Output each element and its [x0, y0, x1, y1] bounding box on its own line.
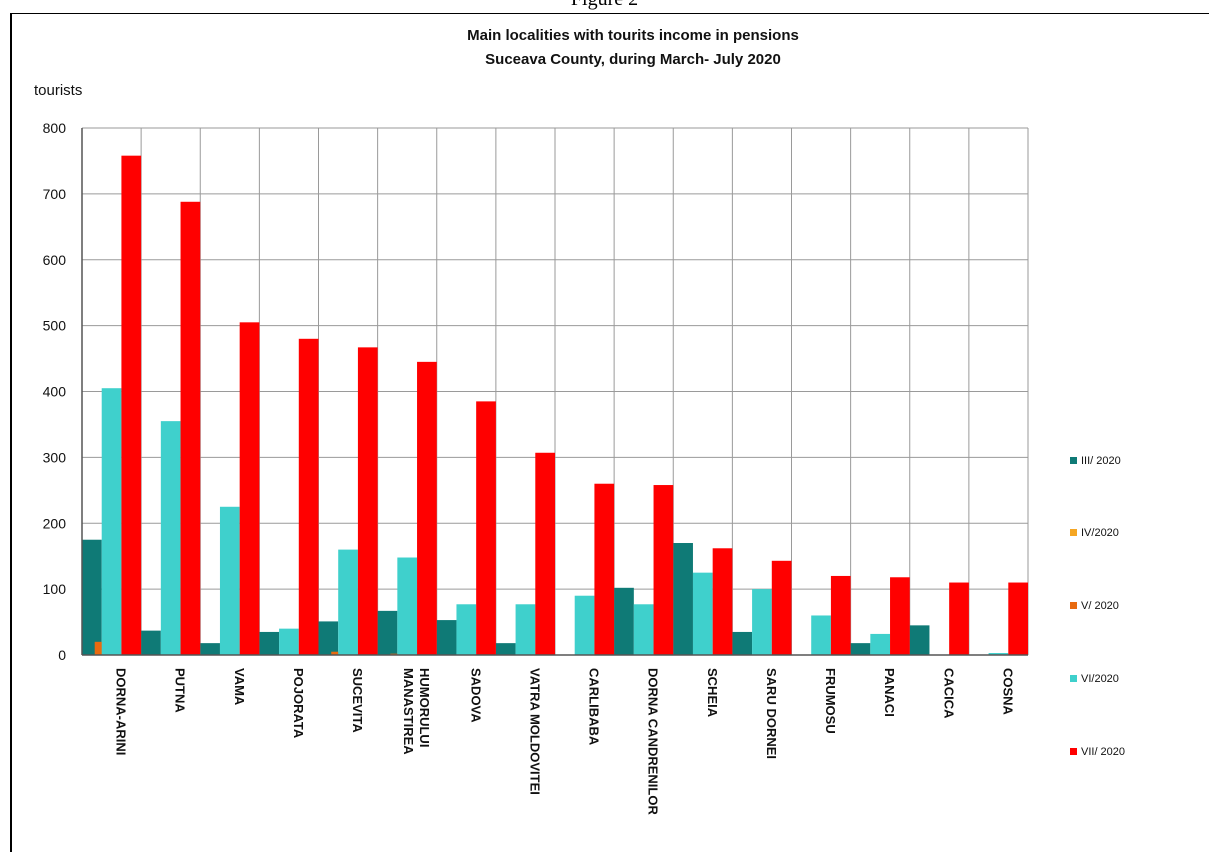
- bar-vi2020-12: [811, 615, 831, 655]
- bar-iii2020-11: [732, 631, 753, 655]
- bars: [82, 155, 1028, 656]
- bar-vi2020-11: [752, 589, 772, 655]
- x-tick-label: VATRA MOLDOVITEI: [527, 668, 542, 795]
- x-tick-label: POJORATA: [291, 668, 306, 739]
- legend-swatch: [1070, 675, 1077, 682]
- bar-vii2020-9: [653, 485, 674, 655]
- x-tick-label: SARU DORNEI: [764, 668, 779, 759]
- bar-vii2020-12: [830, 575, 851, 655]
- legend-swatch: [1070, 602, 1077, 609]
- x-tick-label: CACICA: [941, 668, 956, 719]
- bar-vi2020-5: [397, 557, 418, 655]
- bar-vii2020-3: [298, 338, 319, 655]
- y-tick-label: 600: [43, 252, 67, 268]
- x-tick-label: PUTNA: [173, 668, 188, 713]
- figure-caption: Figure 2: [0, 0, 1209, 11]
- x-tick-label: VAMA: [232, 668, 247, 706]
- x-tick-label: FRUMOSU: [823, 668, 838, 734]
- legend-label: VII/ 2020: [1081, 746, 1125, 758]
- bar-vii2020-6: [476, 401, 496, 655]
- legend-label: VI/2020: [1081, 673, 1119, 685]
- bar-vii2020-4: [357, 347, 378, 655]
- chart-title-line2: Suceava County, during March- July 2020: [485, 51, 781, 68]
- x-tick-label: SADOVA: [468, 668, 483, 723]
- legend-label: III/ 2020: [1081, 455, 1121, 467]
- bar-iii2020-7: [495, 643, 516, 655]
- bar-vii2020-5: [417, 361, 437, 655]
- y-tick-label: 800: [43, 120, 67, 136]
- x-tick-label: SUCEVITA: [350, 668, 365, 733]
- bar-iii2020-14: [909, 625, 930, 655]
- bar-vi2020-15: [988, 653, 1009, 655]
- axes: [81, 128, 1028, 656]
- bar-vi2020-10: [692, 572, 713, 655]
- bar-vi2020-3: [279, 628, 299, 655]
- bar-vii2020-10: [712, 548, 733, 655]
- figure-frame: [10, 13, 1209, 852]
- legend-label: V/ 2020: [1081, 600, 1119, 612]
- x-tick-label: MANASTIREA: [401, 668, 416, 755]
- bar-vi2020-9: [633, 604, 654, 655]
- y-ticks: 0 100 200 300 400 500 600 700 800: [43, 120, 67, 663]
- bar-iii2020-13: [850, 643, 871, 655]
- bar-vi2020-1: [160, 421, 181, 655]
- bar-iii2020-9: [614, 587, 634, 655]
- bar-vii2020-8: [594, 483, 615, 655]
- bar-v2020-4: [331, 651, 340, 655]
- x-tick-label: CARLIBABA: [587, 668, 602, 746]
- bar-vi2020-7: [515, 604, 536, 655]
- bar-iii2020-4: [318, 621, 339, 655]
- legend-swatch: [1070, 529, 1077, 536]
- y-tick-label: 400: [43, 384, 67, 400]
- bar-iii2020-3: [259, 631, 280, 655]
- bar-iii2020-1: [141, 630, 161, 655]
- x-tick-label: DORNA-ARINI: [114, 668, 129, 755]
- bar-vii2020-14: [949, 582, 969, 655]
- bar-vi2020-13: [870, 633, 891, 655]
- legend-swatch: [1070, 457, 1077, 464]
- x-tick-label: COSNA: [1000, 668, 1015, 716]
- y-tick-label: 700: [43, 186, 67, 202]
- legend-swatch: [1070, 748, 1077, 755]
- bar-vi2020-4: [338, 549, 358, 655]
- bar-vii2020-15: [1008, 582, 1028, 655]
- bar-v2020-0: [94, 641, 103, 655]
- bar-vi2020-6: [456, 604, 477, 655]
- bar-iii2020-10: [673, 543, 693, 655]
- y-axis-label: tourists: [34, 82, 82, 99]
- bar-iii2020-6: [436, 620, 457, 655]
- y-tick-label: 100: [43, 581, 67, 597]
- x-tick-label: PANACI: [882, 668, 897, 717]
- bar-vi2020-0: [101, 388, 122, 655]
- bar-vii2020-0: [121, 155, 142, 656]
- bar-iii2020-2: [200, 643, 220, 655]
- bar-vii2020-2: [239, 322, 260, 655]
- legend: III/ 2020 IV/2020 V/ 2020 VI/2020 VII/ 2020: [1070, 455, 1125, 758]
- chart-title-line1: Main localities with tourits income in p…: [467, 27, 799, 44]
- x-tick-label: DORNA CANDRENILOR: [646, 668, 661, 815]
- y-tick-label: 300: [43, 449, 67, 465]
- bar-iii2020-5: [377, 610, 398, 655]
- bar-vii2020-7: [535, 452, 555, 655]
- bar-vi2020-8: [574, 595, 595, 655]
- x-tick-label: SCHEIA: [705, 668, 720, 718]
- bar-vi2020-2: [219, 506, 240, 655]
- bar-vii2020-11: [771, 560, 792, 655]
- x-tick-label: HUMORULUI: [417, 668, 432, 747]
- x-ticks: DORNA-ARINI PUTNA VAMA POJORATA SUCEVITA MANA…: [114, 668, 1016, 815]
- bar-iii2020-0: [82, 539, 102, 655]
- y-tick-label: 200: [43, 515, 67, 531]
- bar-vii2020-1: [180, 201, 201, 655]
- y-tick-label: 0: [58, 647, 66, 663]
- legend-label: IV/2020: [1081, 527, 1119, 539]
- y-tick-label: 500: [43, 318, 67, 334]
- bar-vii2020-13: [890, 577, 910, 655]
